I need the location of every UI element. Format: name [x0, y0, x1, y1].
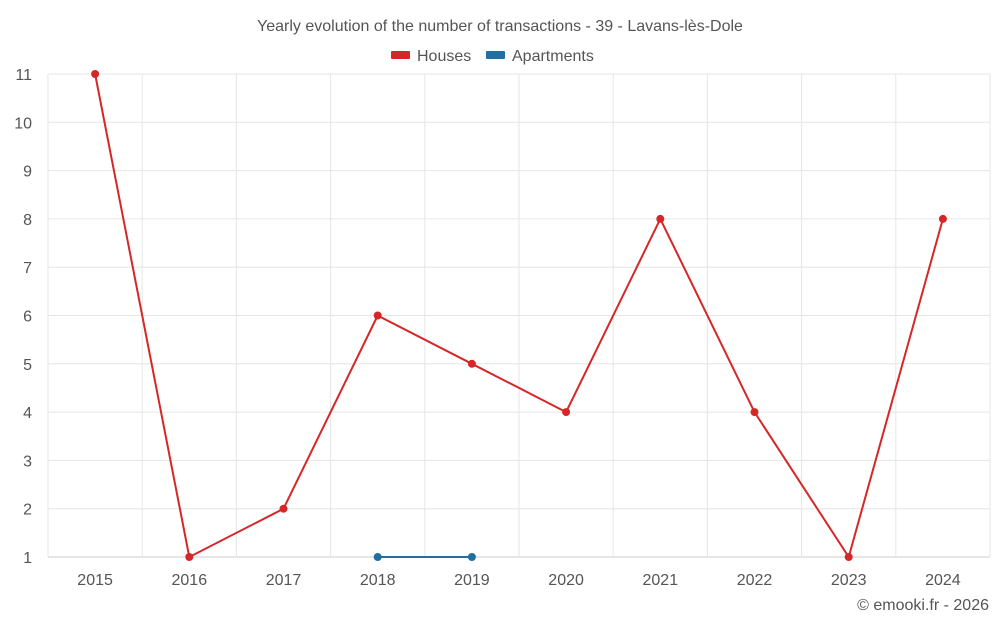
- data-point-houses-2024[interactable]: [938, 214, 947, 223]
- x-tick-label-2018: 2018: [360, 572, 396, 589]
- x-tick-label-2021: 2021: [643, 572, 679, 589]
- x-tick-label-2023: 2023: [831, 572, 867, 589]
- series-line-houses: [94, 73, 944, 558]
- x-tick-label-2019: 2019: [454, 572, 490, 589]
- data-point-apartments-2018[interactable]: [373, 553, 382, 561]
- data-point-houses-2018[interactable]: [373, 311, 382, 320]
- legend-label-houses: Houses: [417, 48, 471, 65]
- legend-item-apartments[interactable]: Apartments: [486, 48, 594, 65]
- credit-text: © emooki.fr - 2026: [857, 597, 989, 614]
- legend-swatch-houses: [391, 51, 410, 59]
- y-tick-label-9: 9: [23, 164, 32, 181]
- y-tick-label-7: 7: [23, 260, 32, 277]
- x-tick-label-2020: 2020: [548, 572, 584, 589]
- y-tick-label-11: 11: [15, 67, 32, 84]
- data-point-houses-2017[interactable]: [279, 504, 288, 513]
- x-tick-label-2016: 2016: [172, 572, 208, 589]
- data-point-houses-2023[interactable]: [844, 553, 853, 561]
- chart-title: Yearly evolution of the number of transa…: [257, 18, 743, 35]
- data-point-houses-2021[interactable]: [656, 214, 665, 223]
- data-point-houses-2015[interactable]: [91, 70, 100, 78]
- legend-swatch-apartments: [486, 51, 505, 59]
- y-tick-label-10: 10: [14, 115, 32, 132]
- data-point-apartments-2019[interactable]: [467, 553, 476, 561]
- y-tick-label-8: 8: [23, 212, 32, 229]
- data-point-houses-2019[interactable]: [467, 359, 476, 368]
- x-tick-label-2017: 2017: [266, 572, 302, 589]
- legend-item-houses[interactable]: Houses: [391, 48, 471, 65]
- x-tick-label-2024: 2024: [925, 572, 961, 589]
- y-tick-label-4: 4: [23, 405, 32, 422]
- x-tick-label-2022: 2022: [737, 572, 773, 589]
- y-tick-label-6: 6: [23, 309, 32, 326]
- y-tick-label-1: 1: [23, 550, 32, 567]
- legend: Houses Apartments: [391, 48, 594, 65]
- data-point-houses-2020[interactable]: [562, 408, 571, 417]
- y-tick-label-5: 5: [23, 357, 32, 374]
- x-axis-ticks: 2015 2016 2017 2018 2019 2020 2021 2022 2023 2024: [77, 572, 960, 589]
- legend-label-apartments: Apartments: [512, 48, 594, 65]
- series-houses: [91, 70, 947, 561]
- data-point-houses-2022[interactable]: [750, 408, 759, 417]
- y-tick-label-3: 3: [23, 453, 32, 470]
- series-layer: [91, 70, 947, 561]
- y-axis-ticks: 1 2 3 4 5 6 7 8 9 10 11: [14, 67, 32, 567]
- data-point-houses-2016[interactable]: [185, 553, 194, 561]
- x-tick-label-2015: 2015: [77, 572, 113, 589]
- series-apartments: [373, 553, 476, 561]
- y-tick-label-2: 2: [23, 502, 32, 519]
